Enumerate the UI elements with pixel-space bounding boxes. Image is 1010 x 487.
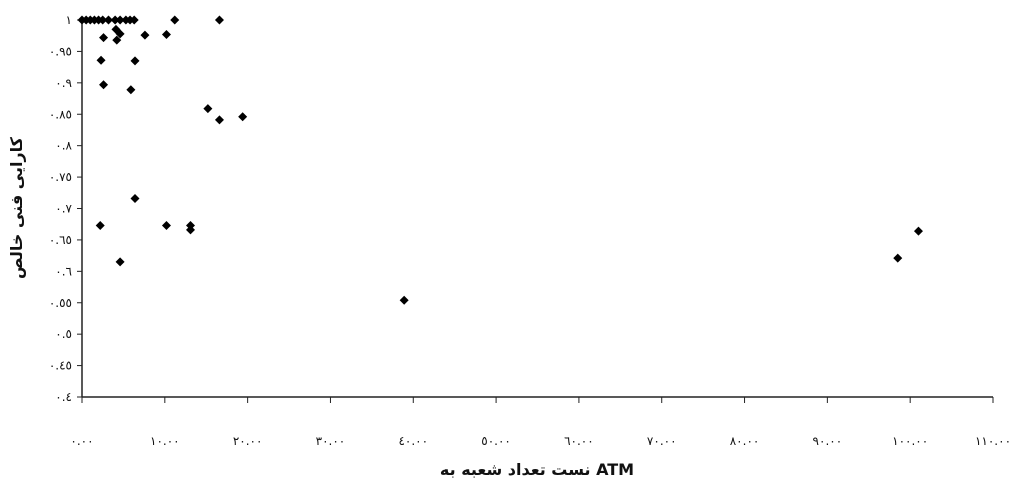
x-tick-label: ٦٠.٠٠ [564, 434, 594, 448]
data-points [77, 15, 923, 305]
data-point [115, 15, 125, 25]
y-tick-label: ١ [66, 13, 72, 27]
x-axis-ticks: ٠.٠٠ ١٠.٠٠ ٢٠.٠٠ ٣٠.٠٠ ٤٠.٠٠ ٥٠.٠٠ ٦٠.٠٠ ٧٠.٠٠ ٨… [70, 397, 1010, 448]
data-point [170, 15, 180, 25]
data-point [893, 253, 903, 263]
axes [81, 20, 993, 398]
data-point [98, 15, 108, 25]
x-tick-label: ٠.٠٠ [70, 434, 93, 448]
data-point [112, 35, 122, 45]
y-tick-label: ٠.٨٥ [49, 107, 72, 121]
x-tick-label: ٩٠.٠٠ [813, 434, 843, 448]
data-point [110, 15, 120, 25]
x-tick-label: ١١٠.٠٠ [975, 434, 1010, 448]
data-point [115, 29, 125, 39]
x-tick-label: ١٠٠.٠٠ [892, 434, 928, 448]
data-point [185, 225, 195, 235]
data-point [99, 33, 109, 43]
y-tick-label: ٠.٦ [55, 264, 72, 278]
data-point [129, 15, 139, 25]
data-point [96, 55, 106, 65]
y-tick-label: ٠.٥ [55, 327, 72, 341]
data-point [130, 56, 140, 66]
data-point [140, 30, 150, 40]
data-point [214, 115, 224, 125]
x-tick-label: ٧٠.٠٠ [647, 434, 677, 448]
y-tick-label: ٠.٨ [55, 139, 72, 153]
data-point [203, 104, 213, 114]
y-tick-label: ٠.٤٥ [49, 359, 72, 373]
data-point [104, 15, 114, 25]
y-tick-label: ٠.٧٥ [49, 170, 72, 184]
x-axis-title: نست تعداد شعبه به ATM [440, 460, 634, 479]
y-tick-label: ٠.٦٥ [49, 233, 72, 247]
x-tick-label: ١٠.٠٠ [150, 434, 180, 448]
data-point [115, 257, 125, 267]
y-tick-label: ٠.٩ [55, 76, 72, 90]
y-tick-label: ٠.٩٥ [49, 44, 72, 58]
data-point [95, 220, 105, 230]
data-point [130, 193, 140, 203]
data-point [126, 85, 136, 95]
data-point [161, 220, 171, 230]
x-tick-label: ٥٠.٠٠ [481, 434, 511, 448]
data-point [99, 80, 109, 90]
y-axis-title: کارایی فنی خالص [7, 136, 26, 279]
y-tick-label: ٠.٧ [55, 202, 72, 216]
data-point [913, 226, 923, 236]
data-point [238, 112, 248, 122]
y-tick-label: ٠.٥٥ [49, 296, 72, 310]
data-point [399, 295, 409, 305]
data-point [161, 29, 171, 39]
x-tick-label: ٣٠.٠٠ [316, 434, 346, 448]
data-point [214, 15, 224, 25]
y-axis-ticks: ١ ٠.٩٥ ٠.٩ ٠.٨٥ ٠.٨ ٠.٧٥ ٠.٧ ٠.٦٥ ٠.٦ ٠.٥٥ ٠.٥ ٠.٤٥… [49, 13, 82, 404]
x-tick-label: ٨٠.٠٠ [730, 434, 760, 448]
x-tick-label: ٤٠.٠٠ [398, 434, 428, 448]
x-tick-label: ٢٠.٠٠ [233, 434, 263, 448]
y-tick-label: ٠.٤ [55, 390, 72, 404]
